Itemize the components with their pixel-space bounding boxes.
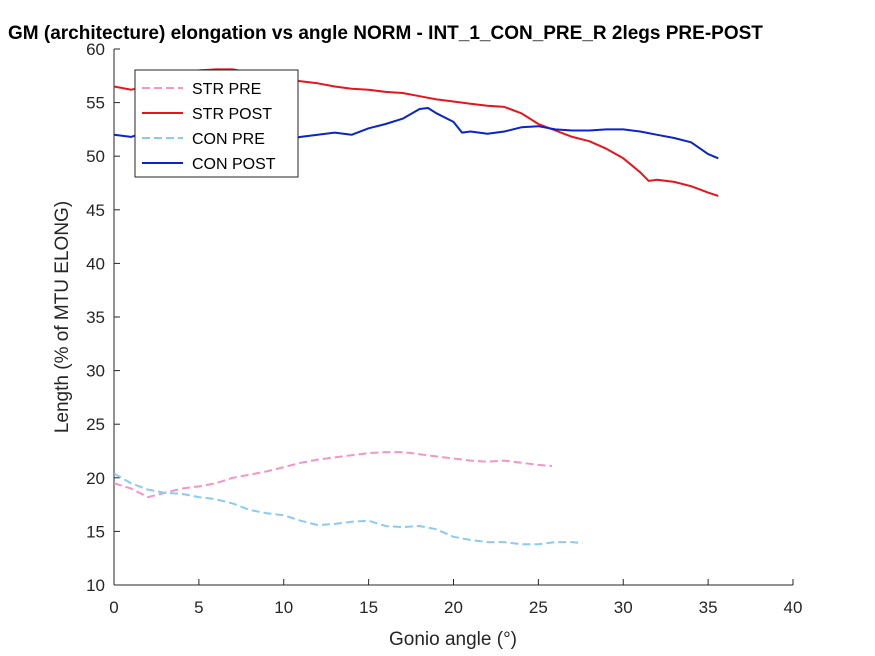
y-tick-label: 50 — [86, 147, 105, 166]
y-axis-label: Length (% of MTU ELONG) — [52, 201, 73, 433]
legend-label: STR POST — [192, 106, 272, 123]
series-line-con-pre — [114, 472, 583, 546]
y-axis-ticks: 10 15 20 25 30 35 40 45 50 55 60 — [86, 40, 120, 595]
x-axis-label: Gonio angle (°) — [389, 629, 517, 650]
y-tick-label: 35 — [86, 308, 105, 327]
x-tick-label: 5 — [194, 598, 203, 617]
chart-title: GM (architecture) elongation vs angle NO… — [8, 23, 763, 44]
x-tick-label: 35 — [699, 598, 718, 617]
y-tick-label: 55 — [86, 94, 105, 113]
x-tick-label: 10 — [274, 598, 293, 617]
y-tick-label: 40 — [86, 254, 105, 273]
x-axis-ticks: 0 5 10 15 20 25 30 35 40 — [109, 579, 802, 617]
x-tick-label: 40 — [784, 598, 803, 617]
legend-label: CON PRE — [192, 131, 265, 148]
legend-label: STR PRE — [192, 81, 261, 98]
x-tick-label: 15 — [359, 598, 378, 617]
legend: STR PRE STR POST CON PRE CON POST — [134, 69, 299, 178]
y-tick-label: 60 — [86, 40, 105, 59]
series-line-str-pre — [114, 451, 553, 499]
x-tick-label: 0 — [109, 598, 118, 617]
series-line-str-post — [114, 68, 719, 197]
legend-label: CON POST — [192, 156, 276, 173]
y-tick-label: 15 — [86, 522, 105, 541]
y-tick-label: 20 — [86, 469, 105, 488]
x-tick-label: 30 — [614, 598, 633, 617]
y-tick-label: 30 — [86, 362, 105, 381]
y-tick-label: 45 — [86, 201, 105, 220]
y-tick-label: 10 — [86, 576, 105, 595]
x-tick-label: 25 — [529, 598, 548, 617]
legend-box — [134, 69, 299, 178]
y-tick-label: 25 — [86, 415, 105, 434]
x-tick-label: 20 — [444, 598, 463, 617]
